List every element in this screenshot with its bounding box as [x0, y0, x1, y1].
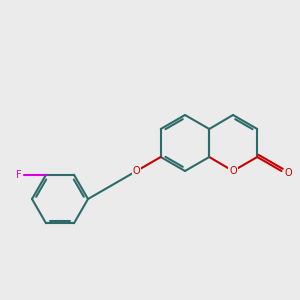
Text: O: O	[284, 168, 292, 178]
Text: F: F	[16, 170, 22, 180]
Text: O: O	[133, 166, 140, 176]
Text: O: O	[229, 166, 237, 176]
